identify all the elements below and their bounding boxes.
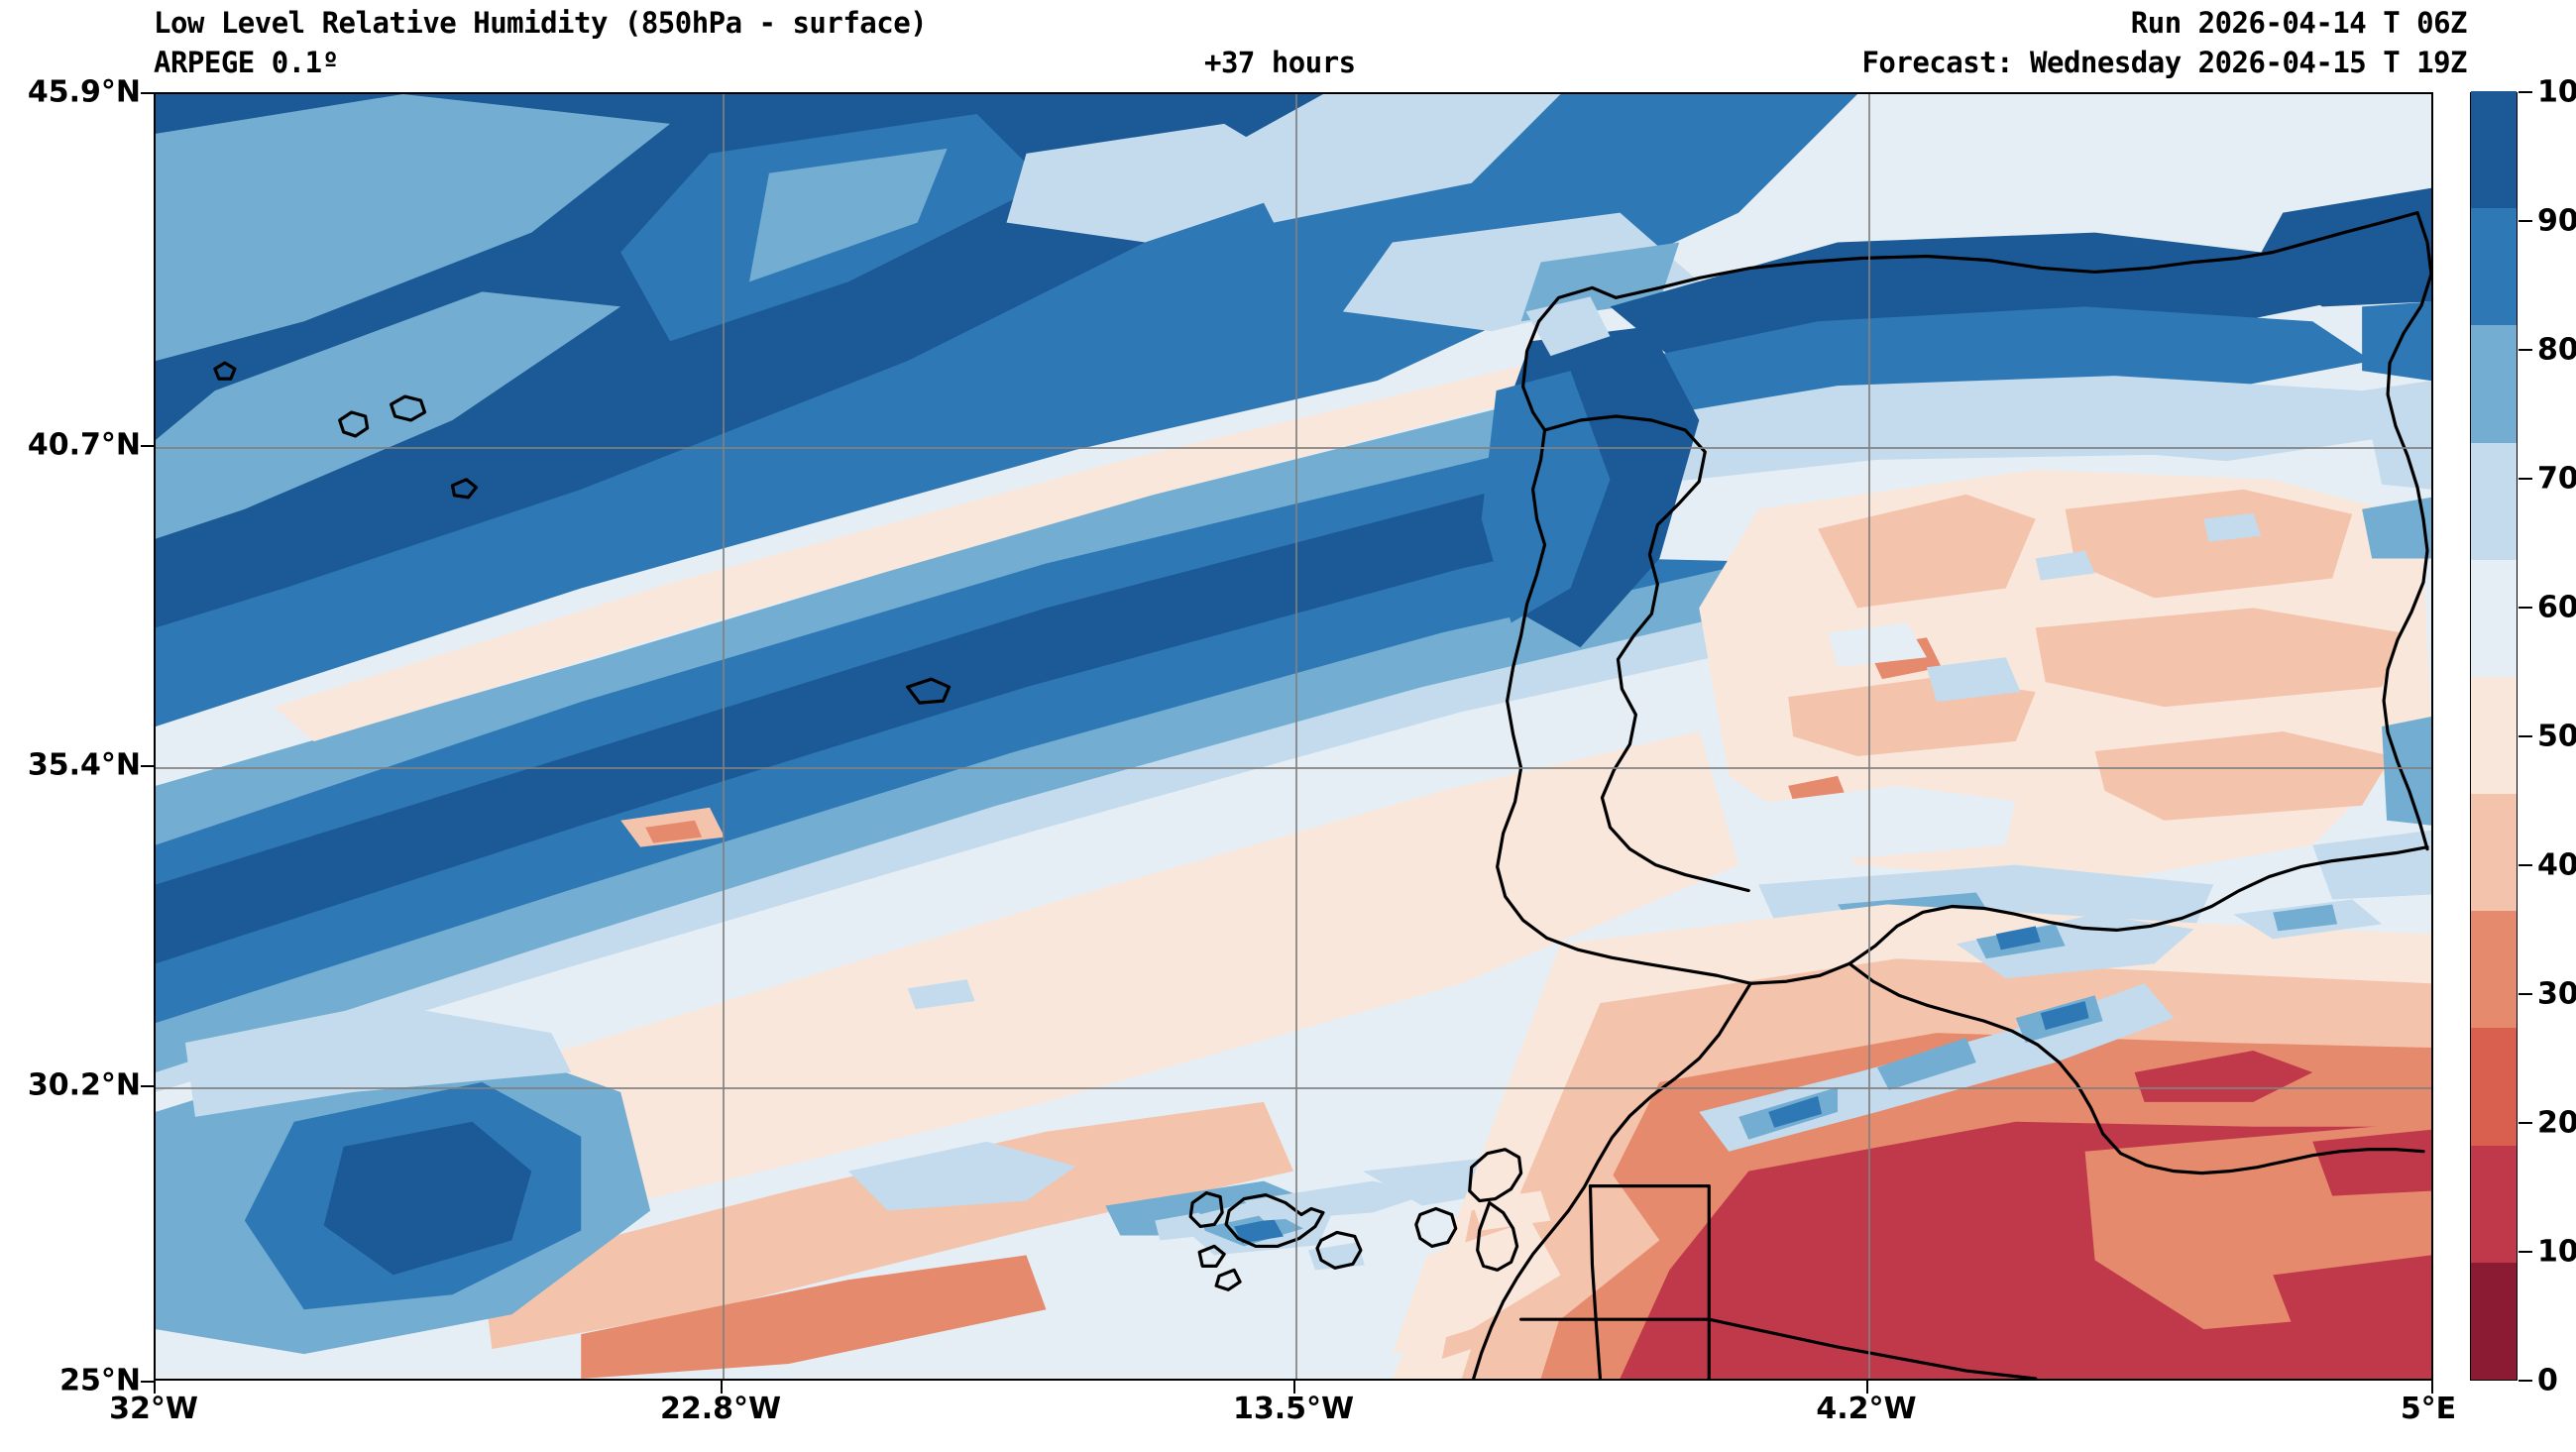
gridline-vertical (1295, 94, 1297, 1379)
colorbar-tick-label: 30 (2537, 976, 2576, 1012)
x-tick-label: 5°E (2400, 1392, 2457, 1426)
colorbar-tick-label: 50 (2537, 719, 2576, 754)
colorbar-band (2471, 207, 2517, 326)
colorbar-tick-label: 70 (2537, 461, 2576, 497)
colorbar-tick-label: 20 (2537, 1105, 2576, 1141)
colorbar-tick-mark (2519, 993, 2532, 995)
map-plot-area (154, 92, 2433, 1381)
y-tick-label: 35.4°N (27, 747, 141, 783)
gridline-vertical (1868, 94, 1870, 1379)
colorbar-tick-mark (2519, 1380, 2532, 1382)
colorbar-tick-label: 100 (2537, 74, 2576, 110)
y-tick-mark (141, 445, 154, 447)
y-tick-mark (141, 765, 154, 767)
colorbar-band (2471, 324, 2517, 443)
colorbar-band (2471, 1027, 2517, 1146)
gridline-horizontal (156, 447, 2431, 449)
x-tick-label: 4.2°W (1816, 1392, 1917, 1426)
y-tick-label: 45.9°N (27, 74, 141, 110)
x-tick-mark (2431, 1381, 2433, 1394)
colorbar-tick-mark (2519, 735, 2532, 737)
run-time-label: Run 2026-04-14 T 06Z (2130, 6, 2468, 40)
gridline-horizontal (156, 767, 2431, 769)
colorbar-tick-label: 40 (2537, 847, 2576, 883)
y-tick-label: 30.2°N (27, 1067, 141, 1103)
forecast-valid-label: Forecast: Wednesday 2026-04-15 T 19Z (1861, 46, 2467, 79)
y-tick-label: 25°N (59, 1363, 141, 1398)
colorbar (2470, 90, 2518, 1381)
colorbar-tick-mark (2519, 1251, 2532, 1253)
colorbar-band (2471, 1262, 2517, 1380)
x-tick-label: 32°W (109, 1392, 198, 1426)
model-label: ARPEGE 0.1º (154, 46, 339, 79)
y-tick-mark (141, 1085, 154, 1087)
y-tick-label: 40.7°N (27, 427, 141, 463)
colorbar-tick-mark (2519, 478, 2532, 480)
gridline-vertical (723, 94, 725, 1379)
colorbar-band (2471, 1145, 2517, 1263)
humidity-contour-field (156, 94, 2431, 1379)
lead-time-label: +37 hours (1204, 46, 1356, 79)
colorbar-band (2471, 559, 2517, 677)
x-tick-mark (154, 1381, 156, 1394)
colorbar-tick-label: 0 (2537, 1363, 2558, 1398)
x-tick-mark (1866, 1381, 1868, 1394)
chart-title: Low Level Relative Humidity (850hPa - su… (154, 6, 928, 40)
colorbar-tick-mark (2519, 91, 2532, 93)
colorbar-band (2471, 793, 2517, 912)
colorbar-tick-mark (2519, 349, 2532, 351)
x-tick-label: 22.8°W (659, 1392, 782, 1426)
colorbar-tick-mark (2519, 220, 2532, 222)
y-tick-mark (141, 1381, 154, 1383)
x-tick-mark (1293, 1381, 1295, 1394)
colorbar-band (2471, 90, 2517, 209)
colorbar-tick-label: 60 (2537, 590, 2576, 625)
colorbar-band (2471, 442, 2517, 560)
gridline-horizontal (156, 1087, 2431, 1089)
x-tick-label: 13.5°W (1232, 1392, 1355, 1426)
x-tick-mark (721, 1381, 723, 1394)
colorbar-band (2471, 910, 2517, 1029)
colorbar-tick-mark (2519, 1122, 2532, 1124)
y-tick-mark (141, 92, 154, 94)
colorbar-band (2471, 676, 2517, 795)
colorbar-tick-mark (2519, 607, 2532, 609)
colorbar-tick-label: 80 (2537, 332, 2576, 368)
colorbar-tick-label: 10 (2537, 1234, 2576, 1270)
colorbar-tick-mark (2519, 864, 2532, 866)
colorbar-tick-label: 90 (2537, 203, 2576, 239)
